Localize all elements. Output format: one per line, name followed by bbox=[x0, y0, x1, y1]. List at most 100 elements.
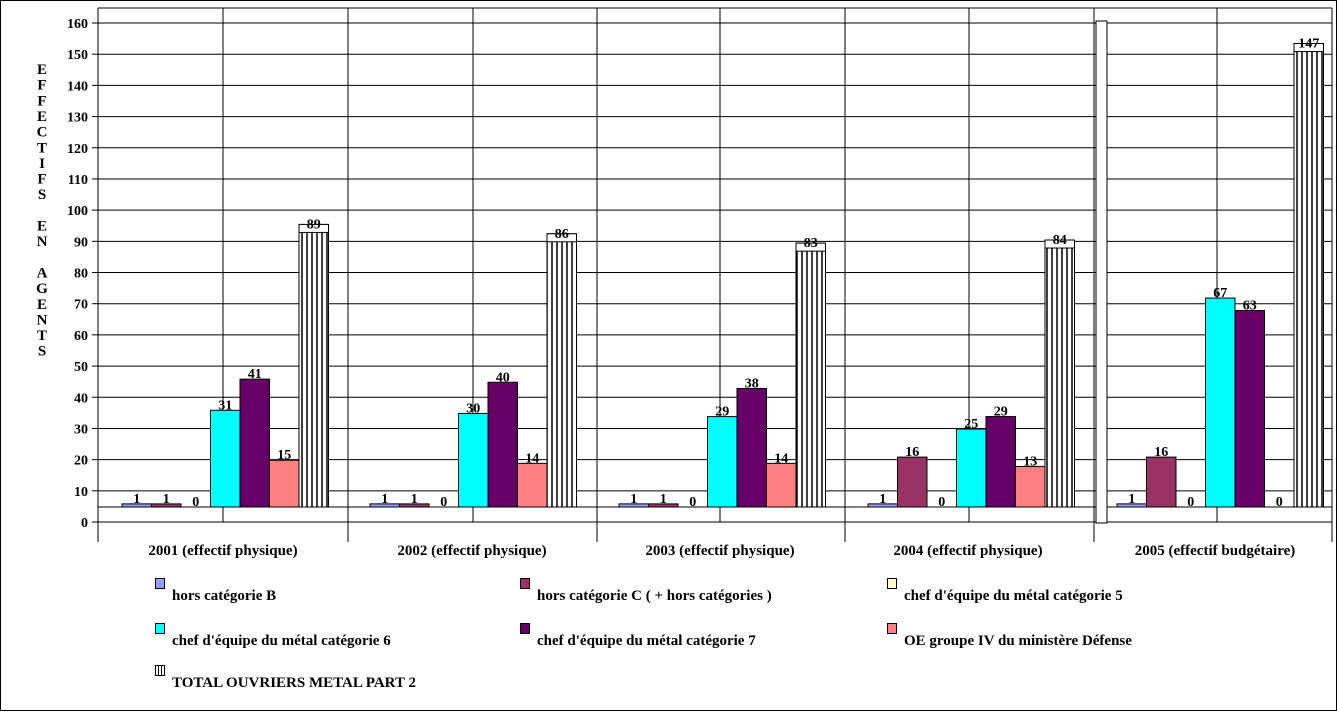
bar bbox=[897, 456, 928, 508]
bar-total bbox=[1044, 239, 1075, 508]
y-tick-label: 90 bbox=[74, 235, 88, 250]
bar bbox=[517, 462, 548, 508]
data-label: 0 bbox=[938, 495, 945, 510]
y-tick-label: 40 bbox=[74, 391, 88, 406]
x-tick-label: 2002 (effectif physique) bbox=[397, 543, 546, 559]
x-tick-label: 2004 (effectif physique) bbox=[893, 543, 1042, 559]
y-tick-label: 110 bbox=[68, 173, 88, 188]
y-tick-label: 120 bbox=[67, 142, 88, 157]
y-axis-label-letter: N bbox=[37, 312, 48, 328]
axis-break-marker bbox=[1095, 20, 1108, 524]
bar bbox=[766, 462, 797, 508]
data-label: 1 bbox=[381, 492, 388, 507]
y-tick-label: 0 bbox=[81, 516, 88, 531]
data-label: 25 bbox=[964, 417, 978, 432]
bar bbox=[1205, 297, 1236, 508]
y-tick-label: 60 bbox=[74, 329, 88, 344]
x-tick-label: 2001 (effectif physique) bbox=[148, 543, 297, 559]
y-tick-label: 140 bbox=[67, 79, 88, 94]
bar-total bbox=[1293, 43, 1324, 508]
data-label: 29 bbox=[994, 405, 1008, 420]
x-tick-label: 2003 (effectif physique) bbox=[645, 543, 794, 559]
y-axis-label-letter: T bbox=[37, 328, 47, 344]
bar-total-cap bbox=[546, 233, 577, 243]
data-label: 89 bbox=[307, 217, 321, 232]
bar bbox=[1015, 465, 1046, 508]
data-label: 86 bbox=[555, 227, 569, 242]
data-label: 0 bbox=[1187, 495, 1194, 510]
y-axis-label-letter: N bbox=[37, 234, 48, 250]
y-axis-label-letter: F bbox=[37, 93, 46, 109]
data-label: 16 bbox=[1154, 445, 1168, 460]
y-axis-label-letter: C bbox=[37, 125, 48, 141]
data-label: 1 bbox=[879, 492, 886, 507]
data-label: 30 bbox=[466, 401, 480, 416]
y-axis-label-letter: E bbox=[37, 219, 47, 235]
data-label: 38 bbox=[745, 376, 759, 391]
bar bbox=[210, 409, 241, 508]
y-axis-label-letter: A bbox=[37, 265, 48, 281]
bar bbox=[707, 416, 738, 508]
y-axis-label-letter: F bbox=[37, 172, 46, 188]
y-axis-label-letter: E bbox=[37, 109, 47, 125]
bar bbox=[736, 387, 767, 508]
y-axis-label-letter: T bbox=[37, 140, 47, 156]
y-axis-label-letter: G bbox=[36, 281, 48, 297]
bar bbox=[1234, 310, 1265, 508]
data-label: 0 bbox=[192, 495, 199, 510]
data-label: 0 bbox=[1276, 495, 1283, 510]
bar bbox=[239, 378, 270, 508]
y-tick-label: 100 bbox=[67, 204, 88, 219]
y-tick-label: 130 bbox=[67, 111, 88, 126]
data-label: 1 bbox=[660, 492, 667, 507]
data-label: 0 bbox=[689, 495, 696, 510]
bar-total-cap bbox=[795, 242, 826, 252]
bar-total bbox=[546, 233, 577, 508]
data-label: 40 bbox=[496, 370, 510, 385]
y-axis-label-letter: E bbox=[37, 62, 47, 78]
bar bbox=[487, 381, 518, 508]
y-tick-label: 150 bbox=[67, 48, 88, 63]
bar bbox=[458, 412, 489, 508]
bar-total bbox=[298, 223, 329, 508]
data-label: 13 bbox=[1023, 454, 1037, 469]
axes: 0102030405060708090100110120130140150160… bbox=[36, 7, 1333, 559]
y-tick-label: 70 bbox=[74, 298, 88, 313]
data-label: 14 bbox=[525, 451, 539, 466]
y-axis-label-letter: E bbox=[37, 297, 47, 313]
data-label: 1 bbox=[1128, 492, 1135, 507]
bar-total-cap bbox=[298, 223, 329, 233]
bar-total bbox=[795, 242, 826, 508]
bar bbox=[1146, 456, 1177, 508]
data-label: 16 bbox=[905, 445, 919, 460]
bar bbox=[956, 428, 987, 508]
bar bbox=[269, 459, 300, 508]
data-label: 1 bbox=[163, 492, 170, 507]
data-label: 29 bbox=[715, 405, 729, 420]
bar-total-cap bbox=[1044, 239, 1075, 249]
data-label: 67 bbox=[1213, 286, 1227, 301]
x-tick-label: 2005 (effectif budgétaire) bbox=[1135, 543, 1296, 559]
bar-total-cap bbox=[1293, 43, 1324, 53]
data-label: 31 bbox=[218, 398, 232, 413]
data-label: 14 bbox=[774, 451, 788, 466]
y-tick-label: 20 bbox=[74, 454, 88, 469]
y-axis-label-letter: S bbox=[38, 187, 46, 203]
data-label: 0 bbox=[440, 495, 447, 510]
bars: 1 1 0 31 41 15 89 1 1 0 30 40 14 86 1 1 0 29 38 14 83 1 16 0 25 2… bbox=[121, 37, 1324, 510]
data-label: 1 bbox=[630, 492, 637, 507]
data-label: 147 bbox=[1298, 37, 1319, 52]
y-tick-label: 10 bbox=[74, 485, 88, 500]
y-tick-label: 50 bbox=[74, 360, 88, 375]
y-axis-label-letter: I bbox=[39, 156, 45, 172]
data-label: 63 bbox=[1243, 299, 1257, 314]
data-label: 1 bbox=[411, 492, 418, 507]
y-axis-label-letter: F bbox=[37, 78, 46, 94]
data-label: 1 bbox=[133, 492, 140, 507]
y-tick-label: 160 bbox=[67, 17, 88, 32]
y-tick-label: 80 bbox=[74, 267, 88, 282]
bar bbox=[985, 416, 1016, 508]
